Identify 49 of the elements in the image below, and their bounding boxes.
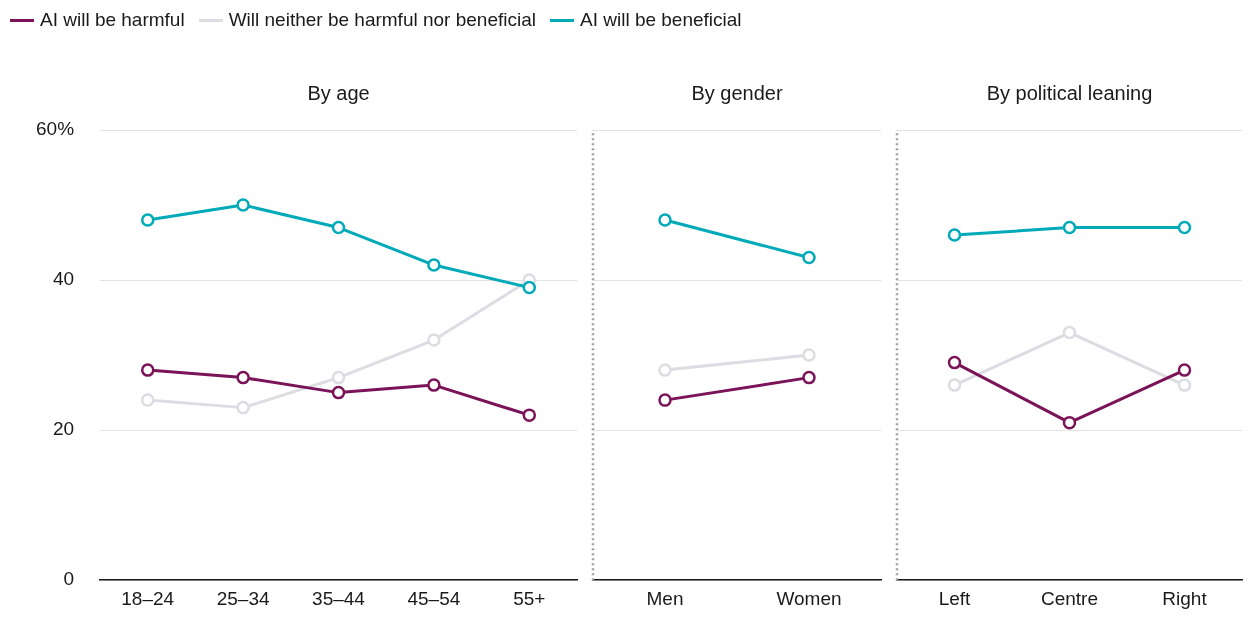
x-tick-label: 45–54 [407,587,461,609]
point [331,220,346,235]
legend-label: Will neither be harmful nor beneficial [228,9,536,31]
y-tick-label: 20 [52,418,75,440]
point [947,378,962,392]
point [236,370,250,385]
point [427,258,441,272]
legend-label: AI will be beneficial [579,9,742,31]
point [802,250,816,265]
point [1177,378,1192,392]
point [236,198,250,212]
point [140,393,155,407]
point [1177,220,1192,235]
x-tick-label: Men [646,587,684,609]
x-tick-label: Right [1162,587,1208,609]
point [658,393,672,407]
point [522,280,537,295]
x-tick-label: 35–44 [312,587,366,609]
y-tick-label: 60% [36,118,75,140]
point [947,355,962,370]
point [427,333,441,347]
point [658,213,672,227]
y-tick-label: 0 [63,568,75,590]
point [522,408,537,422]
chart-title: By political leaning [986,81,1153,104]
point [1062,415,1077,430]
legend-label: AI will be harmful [40,9,185,31]
point [140,363,155,377]
point [140,213,155,227]
point [331,385,346,400]
x-tick-label: Women [776,587,842,609]
x-tick-label: 55+ [513,587,546,609]
chart-title: By age [307,81,370,104]
x-tick-label: Centre [1040,587,1099,609]
chart-title: By gender [691,81,783,104]
point [1062,220,1077,235]
point [236,400,250,415]
point [1177,363,1192,377]
point [331,370,346,385]
x-tick-label: 25–34 [216,587,270,609]
point [658,363,672,377]
point [427,378,441,392]
point [802,370,816,385]
y-tick-label: 40 [52,268,75,290]
x-tick-label: Left [938,587,972,609]
point [947,228,962,242]
point [1062,325,1077,340]
point [802,348,816,362]
x-tick-label: 18–24 [121,587,175,609]
